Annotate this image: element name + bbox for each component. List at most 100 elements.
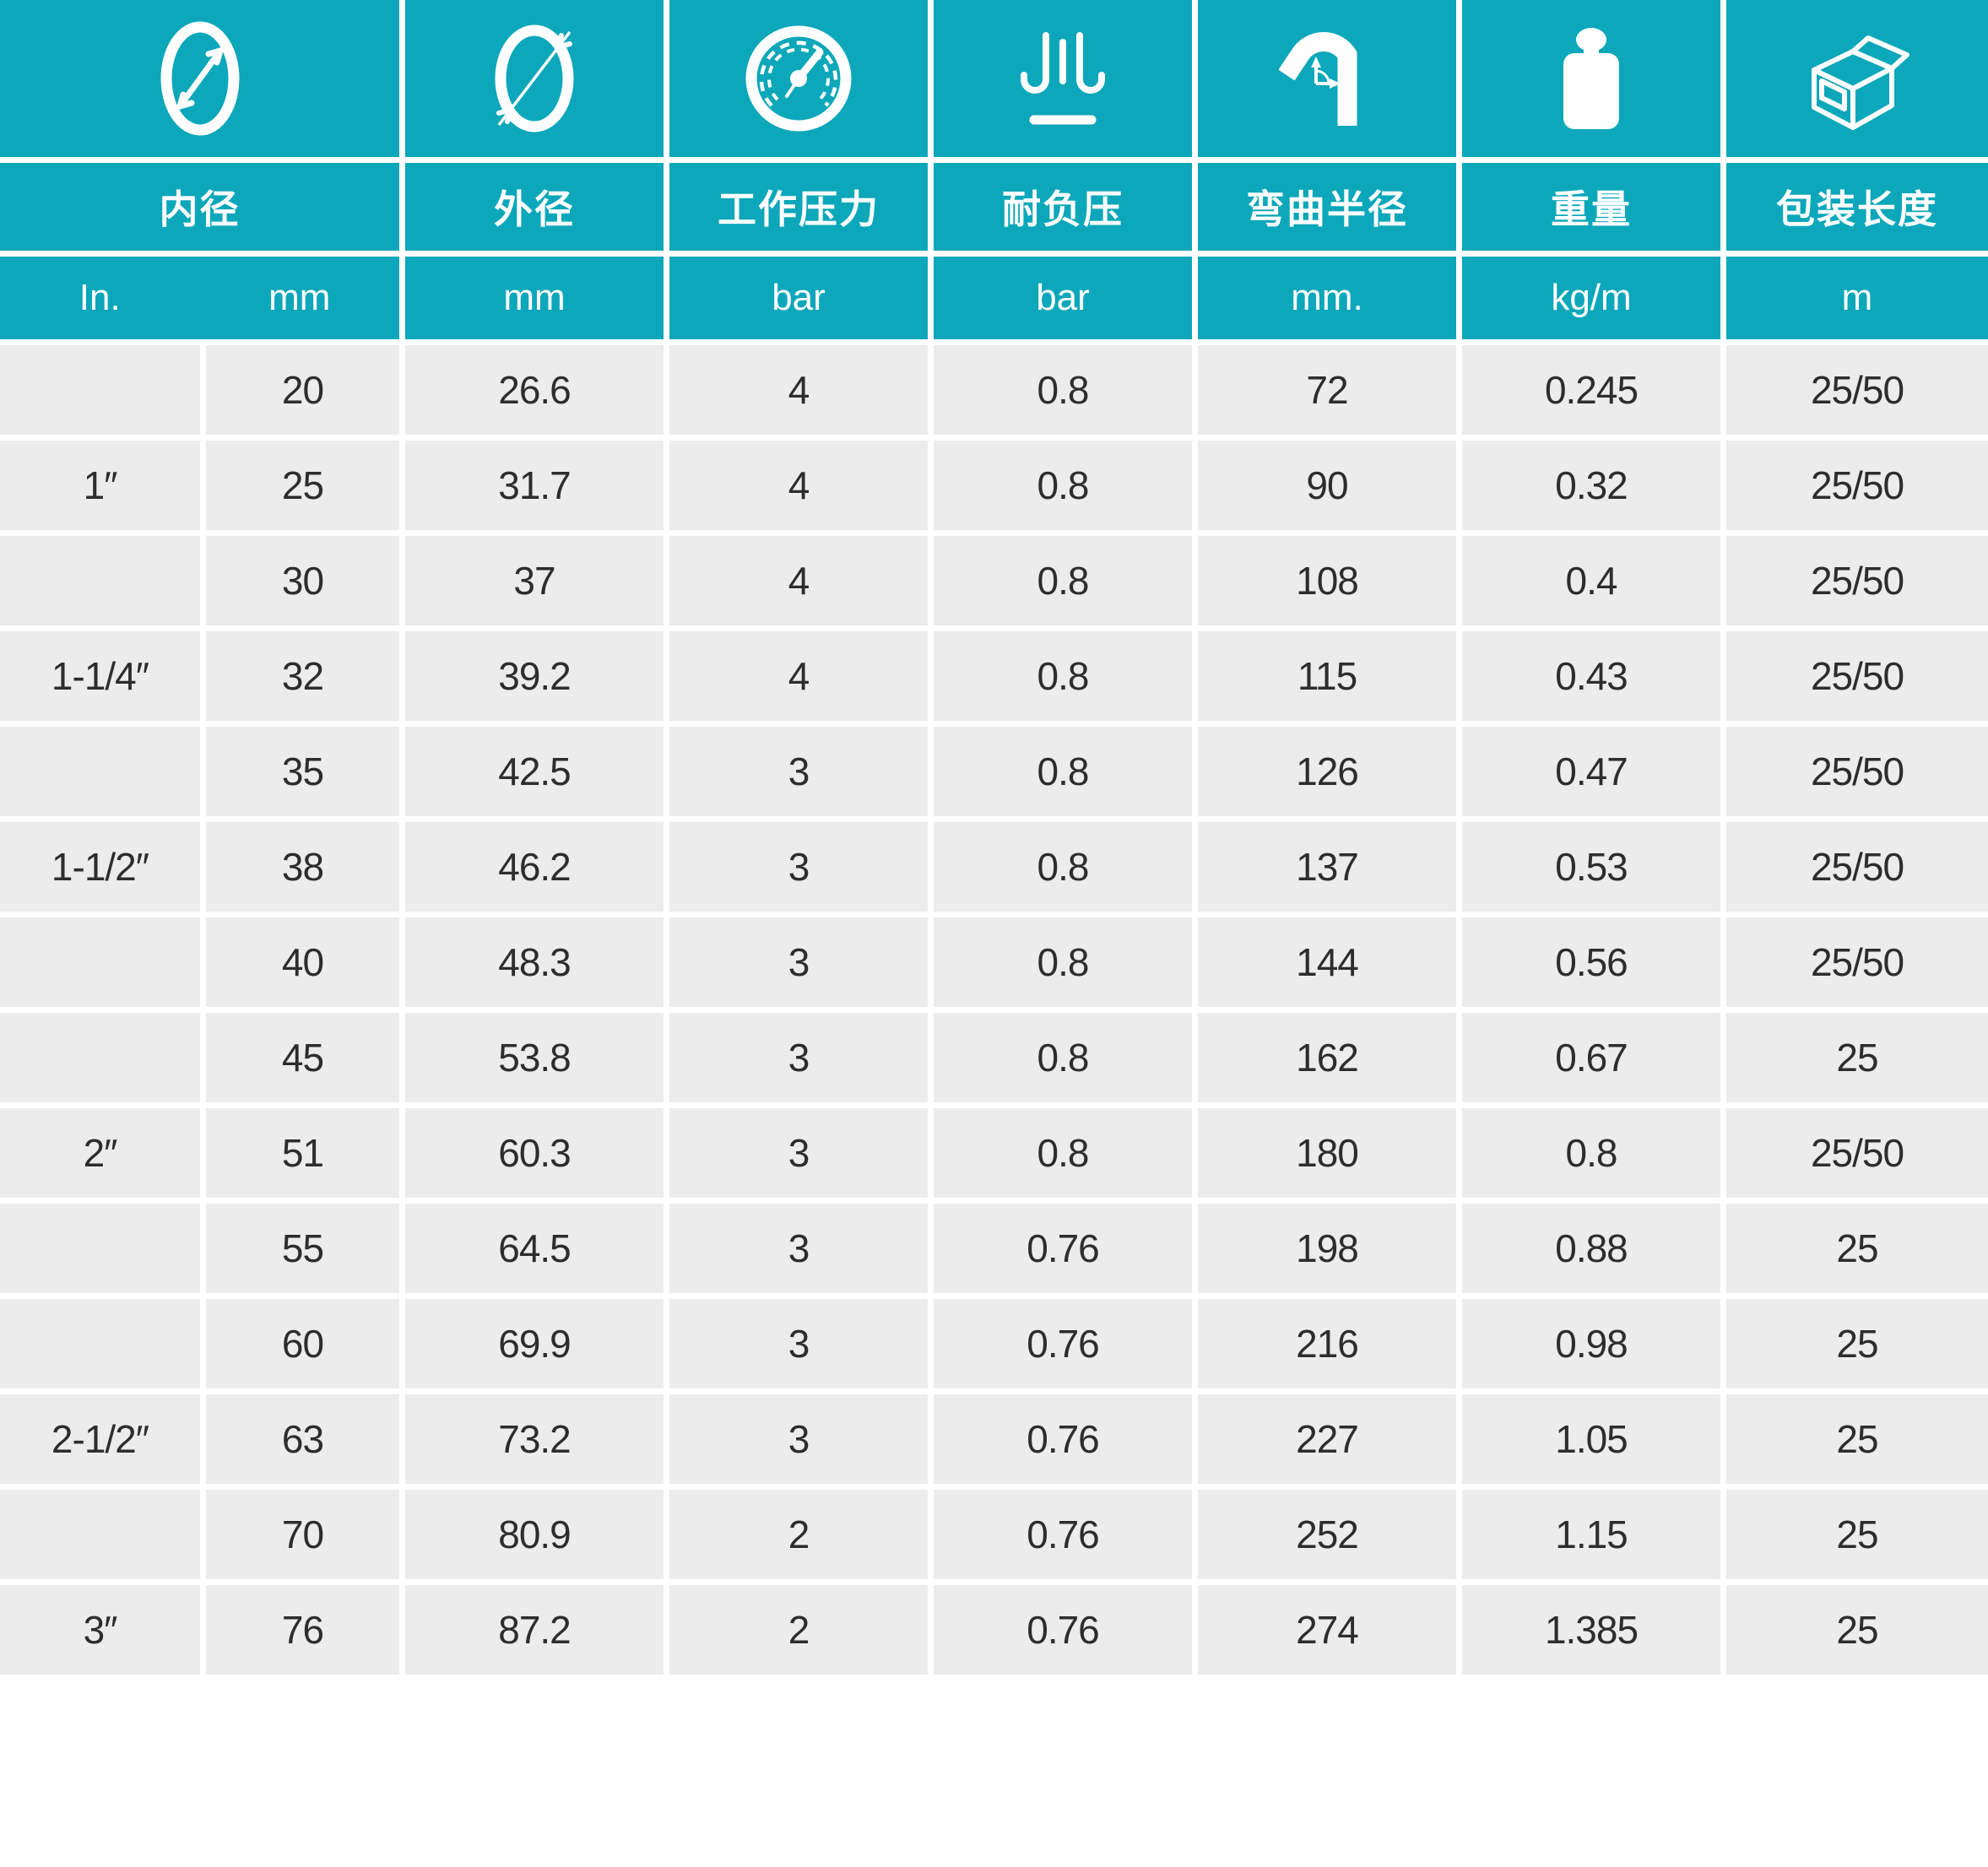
column-header-outer-diameter: 外径 [405,163,664,251]
column-icon-cell-outer-diameter [405,0,664,157]
table-cell: 0.76 [934,1394,1192,1484]
unit-label: mm. [1291,277,1363,318]
table-cell: 40 [206,917,399,1007]
table-cell: 25/50 [1726,536,1988,625]
table-cell: 26.6 [405,345,664,435]
table-cell: 20 [206,345,399,435]
table-cell: 0.8 [1462,1108,1720,1198]
table-cell: 32 [206,631,399,721]
table-cell [0,1299,200,1388]
table-cell: 3″ [0,1585,200,1675]
table-cell: 90 [1198,441,1456,530]
vacuum-resistance-icon [1021,32,1105,125]
table-cell: 48.3 [405,917,664,1007]
table-cell: 64.5 [405,1204,664,1293]
table-cell: 25/50 [1726,1108,1988,1198]
unit-cell-bend-radius: mm. [1198,257,1456,339]
table-cell: 0.8 [934,536,1192,625]
table-cell: 4 [669,536,928,625]
column-label: 耐负压 [1002,187,1124,231]
table-cell: 1-1/4″ [0,631,200,721]
column-icon-cell-working-pressure [669,0,928,157]
table-cell: 3 [669,822,928,912]
table-cell: 4 [669,631,928,721]
table-cell: 0.8 [934,441,1192,530]
table-cell: 1-1/2″ [0,822,200,912]
table-cell [0,1204,200,1293]
table-cell: 0.245 [1462,345,1720,435]
column-header-bend-radius: 弯曲半径 [1198,163,1456,251]
unit-cell-inner-diameter: In. mm [0,257,399,339]
table-cell [0,536,200,625]
column-label: 工作压力 [718,187,880,231]
table-cell: 1.05 [1462,1394,1720,1484]
table-cell: 115 [1198,631,1456,721]
table-cell: 3 [669,1108,928,1198]
table-cell: 0.43 [1462,631,1720,721]
unit-label-inch: In. [79,277,121,318]
table-cell: 0.76 [934,1299,1192,1388]
column-label: 内径 [159,187,241,231]
table-cell: 0.8 [934,631,1192,721]
table-cell: 25 [1726,1299,1988,1388]
table-cell: 0.88 [1462,1204,1720,1293]
table-cell: 0.8 [934,345,1192,435]
table-cell: 3 [669,917,928,1007]
table-cell: 144 [1198,917,1456,1007]
unit-cell-working-pressure: bar [669,257,928,339]
column-header-weight: 重量 [1462,163,1720,251]
column-icon-cell-inner-diameter [0,0,399,157]
table-cell: 42.5 [405,727,664,816]
table-cell: 31.7 [405,441,664,530]
table-cell: 0.32 [1462,441,1720,530]
table-cell [0,1490,200,1579]
table-cell [0,727,200,816]
table-cell: 108 [1198,536,1456,625]
table-cell: 35 [206,727,399,816]
table-cell: 0.76 [934,1490,1192,1579]
table-cell: 137 [1198,822,1456,912]
packing-box-icon [1812,35,1909,130]
table-cell: 0.8 [934,917,1192,1007]
table-cell: 4 [669,441,928,530]
table-cell: 3 [669,727,928,816]
table-cell: 0.8 [934,727,1192,816]
table-cell: 2-1/2″ [0,1394,200,1484]
table-cell: 80.9 [405,1490,664,1579]
table-cell: 198 [1198,1204,1456,1293]
table-cell: 46.2 [405,822,664,912]
table-cell: 3 [669,1013,928,1102]
table-cell: 60.3 [405,1108,664,1198]
table-cell: 0.8 [934,822,1192,912]
table-cell: 0.4 [1462,536,1720,625]
column-header-inner-diameter: 内径 [0,163,399,251]
table-cell: 216 [1198,1299,1456,1388]
table-cell: 72 [1198,345,1456,435]
table-cell: 1″ [0,441,200,530]
table-cell: 274 [1198,1585,1456,1675]
column-header-working-pressure: 工作压力 [669,163,928,251]
hose-spec-table: 内径 外径 工作压力 耐负压 弯曲半径 重量 包装长度 In. mm mm ba… [0,0,1988,1675]
table-cell: 25 [1726,1490,1988,1579]
table-cell: 73.2 [405,1394,664,1484]
table-cell: 87.2 [405,1585,664,1675]
weight-icon [1563,28,1619,129]
unit-cell-vacuum-resistance: bar [934,257,1192,339]
table-cell: 0.76 [934,1585,1192,1675]
table-cell: 25 [1726,1585,1988,1675]
table-cell: 0.53 [1462,822,1720,912]
table-cell: 53.8 [405,1013,664,1102]
table-cell: 25/50 [1726,441,1988,530]
unit-label-mm: mm [268,277,331,318]
unit-label: mm [503,277,566,318]
column-icon-cell-weight [1462,0,1720,157]
table-cell: 70 [206,1490,399,1579]
table-cell: 37 [405,536,664,625]
table-cell: 39.2 [405,631,664,721]
column-icon-cell-bend-radius [1198,0,1456,157]
table-cell: 180 [1198,1108,1456,1198]
table-cell: 25 [1726,1204,1988,1293]
table-cell: 162 [1198,1013,1456,1102]
table-cell: 3 [669,1394,928,1484]
table-cell: 3 [669,1204,928,1293]
